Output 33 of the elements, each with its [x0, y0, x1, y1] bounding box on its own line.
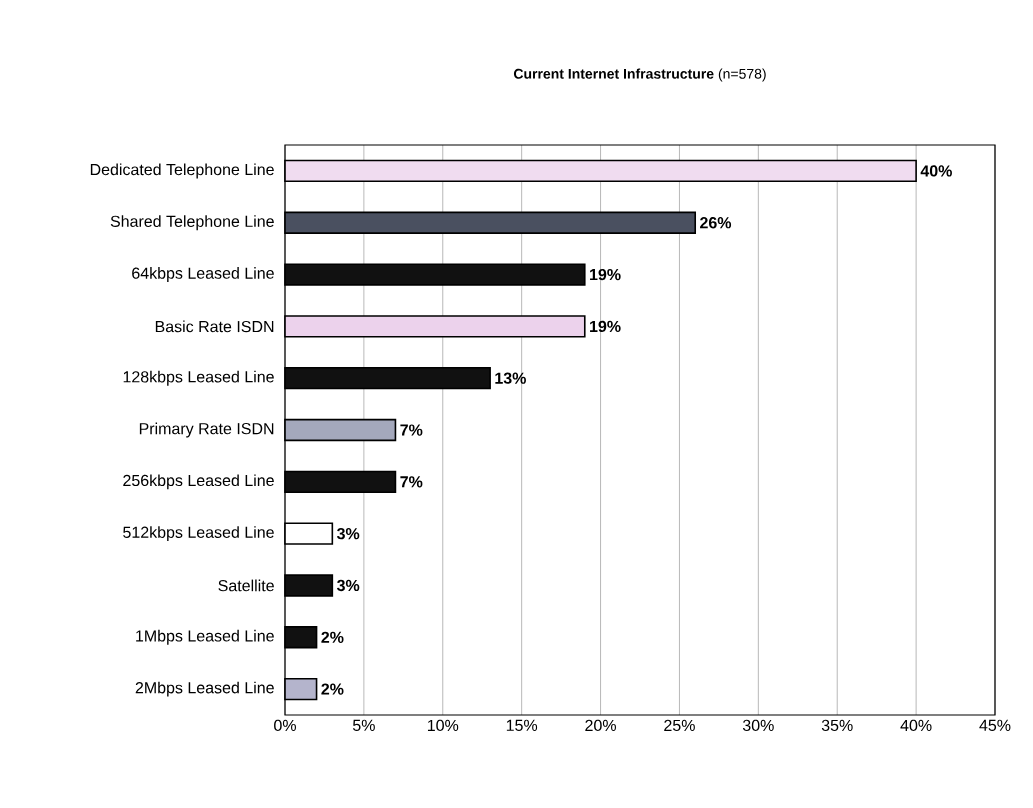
- y-tick-label: 512kbps Leased Line: [123, 526, 274, 542]
- y-tick-label: 128kbps Leased Line: [123, 370, 274, 386]
- x-tick-label: 40%: [900, 719, 932, 732]
- data-label: 13%: [495, 372, 526, 384]
- data-label: 2%: [321, 631, 344, 643]
- data-label: 7%: [400, 424, 423, 436]
- y-tick-label: 1Mbps Leased Line: [136, 629, 274, 645]
- x-tick-label: 30%: [742, 719, 774, 732]
- x-tick-label: 20%: [585, 719, 616, 732]
- data-label: 40%: [920, 165, 952, 177]
- data-label: 19%: [590, 268, 621, 281]
- x-tick-label: 25%: [664, 719, 695, 732]
- data-label: 19%: [590, 320, 621, 333]
- x-tick-label: 35%: [821, 719, 853, 732]
- data-label: 3%: [336, 579, 360, 592]
- y-tick-label: Dedicated Telephone Line: [90, 163, 274, 179]
- y-tick-label: 64kbps Leased Line: [132, 267, 274, 283]
- x-tick-label: 0%: [274, 719, 296, 732]
- y-tick-label: Satellite: [218, 579, 274, 592]
- y-tick-label: 2Mbps Leased Line: [135, 681, 274, 697]
- x-tick-label: 10%: [427, 719, 459, 732]
- y-tick-label: Basic Rate ISDN: [155, 320, 274, 333]
- y-tick-label: 256kbps Leased Line: [123, 474, 274, 490]
- data-label: 3%: [336, 527, 360, 540]
- data-label: 7%: [400, 476, 423, 488]
- x-tick-label: 45%: [979, 719, 1011, 731]
- y-tick-label: Primary Rate ISDN: [139, 422, 274, 438]
- x-tick-label: 5%: [352, 719, 375, 731]
- y-tick-label: Shared Telephone Line: [110, 215, 274, 231]
- data-label: 2%: [321, 683, 344, 695]
- x-tick-label: 15%: [506, 719, 538, 731]
- data-label: 26%: [700, 217, 732, 229]
- chart-title: Current Internet Infrastructure (n=578): [513, 68, 766, 82]
